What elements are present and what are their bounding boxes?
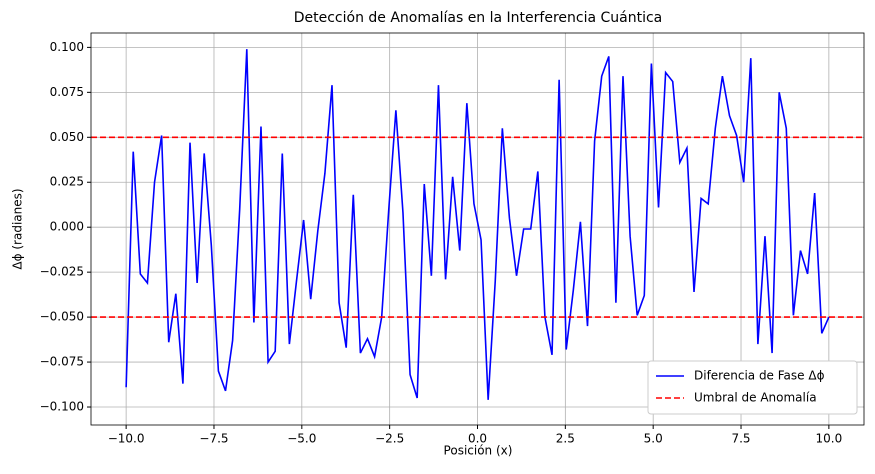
x-tick-label: 2.5: [556, 432, 575, 446]
y-tick-label: 0.100: [50, 40, 84, 54]
x-tick-label: 10.0: [816, 432, 843, 446]
y-tick-label: 0.075: [50, 85, 84, 99]
x-tick-label: 5.0: [644, 432, 663, 446]
y-tick-label: 0.050: [50, 130, 84, 144]
legend-label: Umbral de Anomalía: [694, 391, 817, 405]
x-tick-label: −7.5: [199, 432, 228, 446]
x-tick-label: −5.0: [287, 432, 316, 446]
y-axis-label: Δϕ (radianes): [11, 188, 25, 269]
legend-label: Diferencia de Fase Δϕ: [694, 369, 825, 383]
y-tick-label: 0.000: [50, 220, 84, 234]
chart-title: Detección de Anomalías en la Interferenc…: [294, 10, 663, 26]
plot-frame: [90, 32, 865, 426]
y-tick-label: −0.025: [40, 265, 84, 279]
y-tick-label: −0.050: [40, 310, 84, 324]
y-tick-label: −0.100: [40, 400, 84, 414]
x-tick-label: −2.5: [375, 432, 404, 446]
y-tick-label: 0.025: [50, 175, 84, 189]
x-tick-label: 7.5: [731, 432, 750, 446]
x-tick-label: 0.0: [468, 432, 487, 446]
data-line: [125, 49, 830, 400]
x-tick-label: −10.0: [108, 432, 145, 446]
x-axis-label: Posición (x): [444, 444, 513, 458]
y-tick-label: −0.075: [40, 355, 84, 369]
legend-box: [647, 360, 858, 415]
